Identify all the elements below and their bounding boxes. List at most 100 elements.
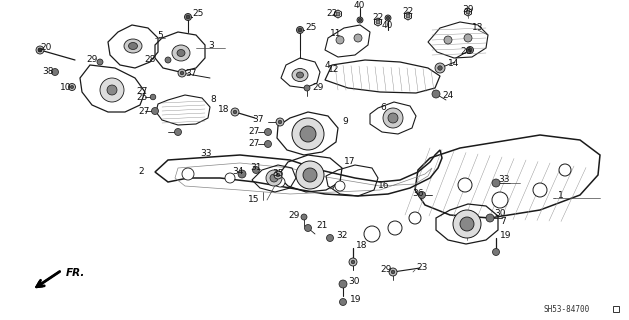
Text: 7: 7	[500, 218, 506, 227]
Circle shape	[458, 178, 472, 192]
Circle shape	[409, 212, 421, 224]
Text: 39: 39	[462, 4, 474, 13]
Circle shape	[296, 27, 304, 34]
Circle shape	[97, 59, 103, 65]
Circle shape	[301, 214, 307, 220]
Text: 19: 19	[350, 294, 362, 303]
Text: 37: 37	[252, 116, 264, 124]
Ellipse shape	[177, 50, 185, 57]
Text: 27: 27	[248, 139, 259, 148]
Text: 37: 37	[185, 68, 196, 77]
Circle shape	[326, 235, 333, 242]
Text: 31: 31	[250, 163, 262, 172]
Text: 8: 8	[210, 95, 216, 105]
Circle shape	[486, 214, 494, 222]
Text: 18: 18	[218, 106, 230, 115]
Text: 22: 22	[326, 10, 337, 19]
Text: 22: 22	[372, 13, 383, 22]
Circle shape	[386, 16, 389, 20]
Circle shape	[336, 36, 344, 44]
Circle shape	[231, 108, 239, 116]
Circle shape	[298, 28, 302, 32]
Circle shape	[467, 46, 474, 53]
Text: 5: 5	[157, 30, 163, 39]
Circle shape	[340, 299, 347, 306]
Circle shape	[292, 118, 324, 150]
Circle shape	[418, 191, 425, 198]
Text: 10: 10	[60, 83, 72, 92]
Text: 20: 20	[40, 44, 52, 52]
Text: 33: 33	[498, 175, 509, 185]
Ellipse shape	[296, 72, 304, 78]
Text: 33: 33	[200, 149, 211, 158]
Circle shape	[492, 192, 508, 208]
Circle shape	[152, 108, 159, 115]
Circle shape	[225, 173, 235, 183]
Text: 29: 29	[288, 212, 299, 220]
Circle shape	[300, 126, 316, 142]
Text: 24: 24	[442, 92, 454, 100]
Circle shape	[265, 129, 272, 135]
Circle shape	[238, 170, 246, 178]
Circle shape	[357, 17, 363, 23]
Circle shape	[385, 15, 391, 21]
Circle shape	[354, 34, 362, 42]
Text: 27: 27	[248, 126, 259, 135]
Text: 17: 17	[344, 157, 355, 166]
Text: 40: 40	[354, 2, 365, 11]
Circle shape	[180, 71, 184, 75]
Text: 22: 22	[402, 7, 413, 17]
Circle shape	[453, 210, 481, 238]
Circle shape	[464, 34, 472, 42]
Text: 35: 35	[272, 169, 284, 178]
Circle shape	[165, 57, 171, 63]
Text: 29: 29	[380, 266, 391, 275]
Circle shape	[266, 170, 282, 186]
Circle shape	[276, 118, 284, 126]
Text: 28: 28	[145, 55, 156, 65]
Circle shape	[438, 66, 442, 70]
Circle shape	[383, 108, 403, 128]
Circle shape	[304, 85, 310, 91]
Text: 9: 9	[342, 117, 348, 126]
Text: 15: 15	[248, 196, 260, 204]
Text: 4: 4	[325, 60, 331, 69]
Circle shape	[349, 258, 357, 266]
Circle shape	[359, 18, 362, 22]
Text: 29: 29	[312, 84, 323, 92]
Text: 11: 11	[330, 29, 342, 38]
Text: SH53-84700: SH53-84700	[544, 305, 590, 314]
Text: 26: 26	[460, 47, 471, 57]
Circle shape	[493, 249, 499, 255]
Ellipse shape	[172, 45, 190, 61]
Text: 25: 25	[136, 92, 147, 101]
Ellipse shape	[128, 43, 138, 50]
Text: FR.: FR.	[66, 268, 86, 278]
Circle shape	[460, 217, 474, 231]
Text: 12: 12	[328, 66, 340, 75]
Text: 14: 14	[448, 59, 459, 68]
Circle shape	[178, 69, 186, 77]
Circle shape	[70, 85, 74, 89]
Circle shape	[390, 269, 396, 275]
Ellipse shape	[292, 68, 308, 82]
Text: 25: 25	[192, 10, 203, 19]
Circle shape	[52, 68, 58, 76]
Text: 19: 19	[500, 230, 511, 239]
Circle shape	[304, 225, 311, 231]
Circle shape	[335, 181, 345, 191]
Text: 3: 3	[208, 41, 214, 50]
Text: 6: 6	[380, 103, 386, 113]
Circle shape	[388, 221, 402, 235]
Circle shape	[150, 94, 156, 100]
Circle shape	[274, 171, 282, 179]
Circle shape	[492, 179, 500, 187]
Circle shape	[339, 280, 347, 288]
Circle shape	[100, 78, 124, 102]
Circle shape	[296, 161, 324, 189]
Text: 16: 16	[378, 181, 389, 190]
Text: 38: 38	[42, 68, 53, 76]
Circle shape	[265, 140, 272, 148]
Text: 21: 21	[316, 221, 327, 230]
Circle shape	[351, 260, 355, 264]
